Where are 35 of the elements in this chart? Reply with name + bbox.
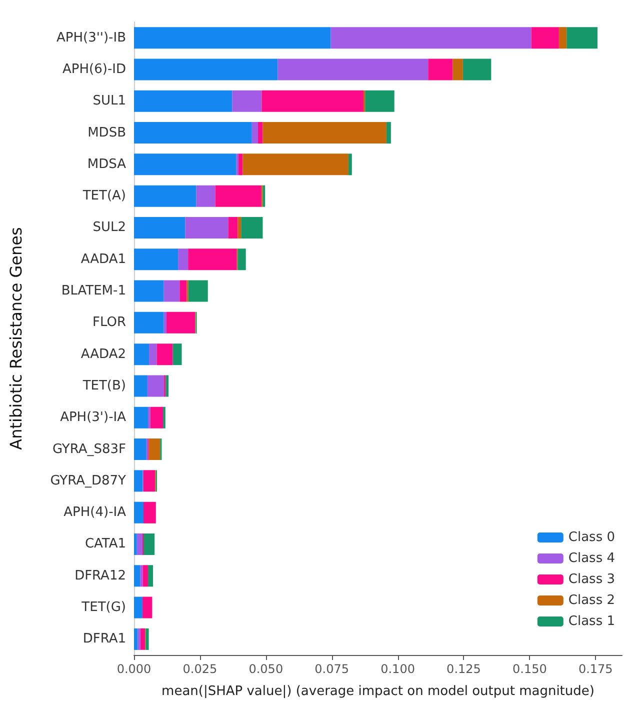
legend-label: Class 3 — [568, 572, 616, 587]
x-tick-label: 0.150 — [512, 662, 547, 676]
y-tick-label: APH(3')-IA — [60, 410, 126, 426]
y-tick-label: AADA1 — [80, 252, 126, 267]
y-tick-label: APH(6)-ID — [62, 62, 126, 77]
y-tick-label: TET(G) — [80, 600, 126, 616]
y-tick-label: DFRA12 — [74, 568, 126, 584]
x-tick-label: 0.100 — [380, 662, 415, 676]
y-tick-label: FLOR — [92, 315, 126, 330]
y-tick-label: CATA1 — [84, 536, 126, 552]
y-tick-label: GYRA_S83F — [52, 442, 126, 457]
y-tick-label: GYRA_D87Y — [50, 473, 126, 488]
legend-label: Class 1 — [568, 614, 616, 629]
y-tick-label: APH(4)-IA — [64, 505, 126, 520]
y-tick-label: BLATEM-1 — [61, 284, 126, 299]
y-tick-label: SUL1 — [92, 94, 126, 109]
y-tick-label: MDSA — [87, 156, 126, 172]
x-tick-label: 0.050 — [248, 662, 284, 676]
x-tick-label: 0.000 — [116, 662, 152, 676]
x-tick-label: 0.125 — [446, 662, 481, 676]
y-tick-label: AADA2 — [80, 346, 126, 362]
y-tick-label: APH(3'')-IB — [56, 30, 126, 46]
legend-label: Class 0 — [568, 530, 616, 545]
x-tick-label: 0.075 — [314, 662, 350, 676]
y-tick-label: SUL2 — [92, 220, 126, 236]
x-tick-label: 0.025 — [182, 662, 218, 676]
y-tick-label: MDSB — [88, 125, 126, 140]
x-axis-title: mean(|SHAP value|) (average impact on model output magnitude) — [162, 684, 594, 699]
legend-label: Class 4 — [568, 551, 616, 566]
y-axis-title: Antibiotic Resistance Genes — [6, 227, 26, 450]
y-tick-label: DFRA1 — [82, 632, 126, 647]
legend-label: Class 2 — [568, 593, 616, 608]
y-tick-label: TET(A) — [82, 188, 126, 204]
x-tick-label: 0.175 — [578, 662, 613, 676]
y-tick-label: TET(B) — [82, 378, 126, 394]
